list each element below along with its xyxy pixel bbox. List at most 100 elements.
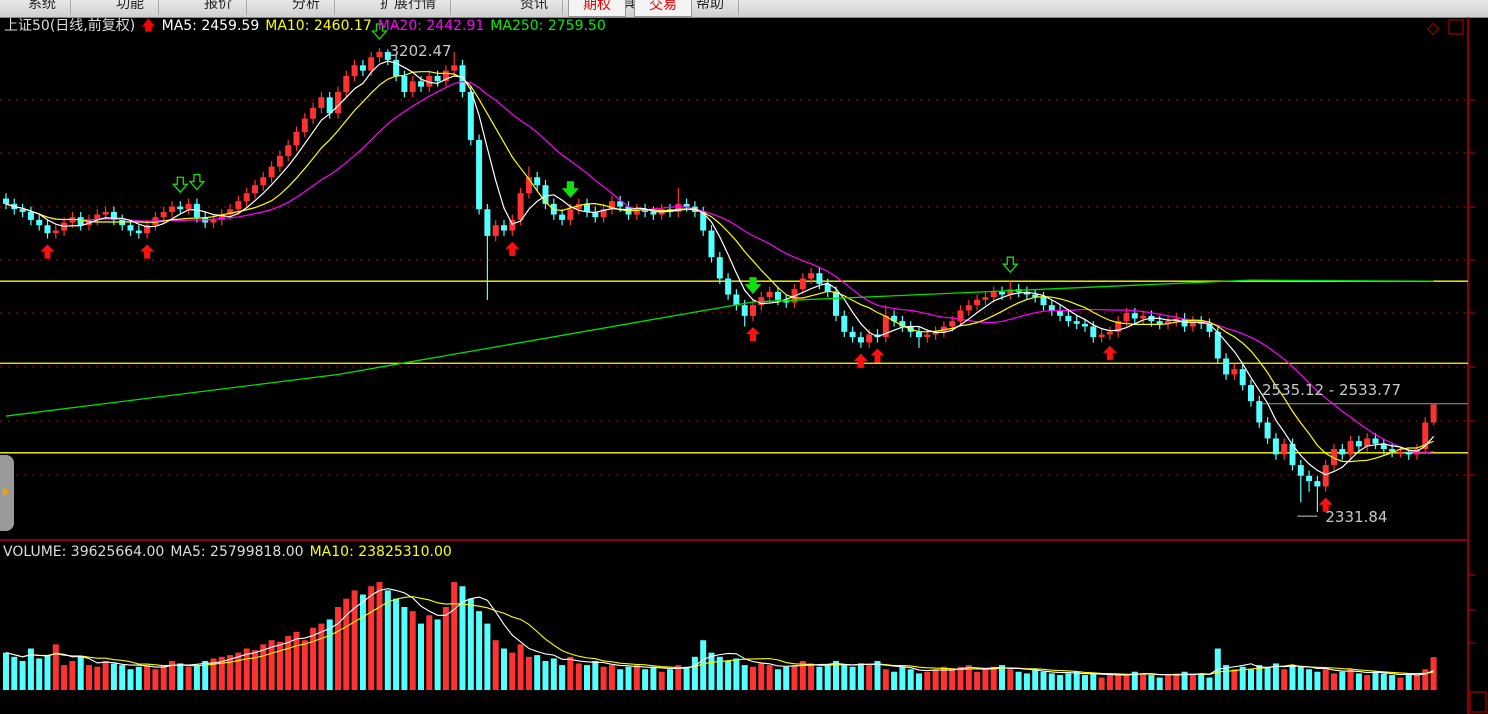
candle-body (301, 118, 308, 132)
candle-body (418, 81, 424, 87)
candle-body (276, 155, 283, 167)
volume-bar (152, 669, 159, 690)
volume-bar (260, 644, 267, 690)
candle-body (3, 198, 9, 204)
candle-body (1322, 465, 1329, 487)
candle-body (816, 273, 823, 284)
buy-arrow-icon (1318, 497, 1333, 512)
candle-body (650, 211, 657, 215)
ma250-legend: MA250: 2759.50 (490, 18, 606, 34)
candle-body (102, 211, 109, 215)
candle-body (725, 278, 732, 295)
volume-bar (1123, 675, 1130, 690)
candle-body (783, 299, 790, 303)
volume-bar (700, 640, 707, 690)
volume-bar (824, 665, 831, 690)
volume-bar (816, 666, 823, 690)
volume-bar (1032, 669, 1039, 690)
volume-bar (426, 615, 433, 690)
volume-bar (1322, 669, 1329, 690)
candle-body (882, 315, 889, 338)
candle-body (36, 219, 43, 226)
volume-bar (110, 663, 117, 690)
menu-0[interactable]: 系统 (14, 0, 71, 15)
volume-bar (857, 663, 864, 690)
candle-body (1289, 443, 1296, 466)
buy-arrow-icon (140, 244, 155, 259)
menu-1[interactable]: 功能 (102, 0, 159, 15)
volume-bar (185, 666, 192, 690)
toolbar-button-0[interactable]: 期权 (568, 0, 626, 17)
low-label: 2331.84 (1325, 508, 1387, 526)
candle-body (1189, 321, 1196, 327)
menu-2[interactable]: 报价 (190, 0, 247, 15)
candle-body (434, 75, 441, 82)
expand-panel-tab[interactable] (0, 455, 14, 531)
candle-body (1214, 331, 1221, 359)
volume-bar (1355, 673, 1362, 690)
candle-body (351, 65, 358, 76)
volume-bar (1115, 673, 1122, 690)
candle-body (227, 209, 234, 215)
menu-7[interactable]: 帮助 (682, 0, 739, 15)
volume-bar (974, 671, 981, 690)
volume-bar (1347, 669, 1354, 690)
volume-bar (326, 619, 333, 690)
candle-body (409, 81, 416, 92)
candle-body (916, 331, 922, 338)
volume-bar (1422, 669, 1429, 690)
volume-bar (916, 673, 922, 690)
candle-body (899, 321, 906, 327)
sell-arrow-icon (561, 181, 579, 198)
volume-bar (525, 656, 532, 690)
candle-body (1040, 297, 1047, 306)
menu-5[interactable]: 资讯 (506, 0, 563, 15)
volume-bar (1106, 675, 1113, 690)
volume-bar (534, 655, 541, 690)
volume-bar (766, 665, 773, 690)
ma10-legend: MA10: 2460.17 (265, 18, 372, 34)
volume-bar (27, 648, 34, 690)
volume-bar (841, 665, 848, 690)
candle-body (426, 75, 433, 87)
ma5-legend: MA5: 2459.59 (161, 18, 260, 34)
volume-bar (874, 660, 881, 690)
price-legend: 上证50(日线,前复权) 🡅 MA5: 2459.59 MA10: 2460.17 MA… (4, 17, 612, 36)
volume-bar (343, 598, 350, 690)
candle-body (1339, 449, 1346, 455)
candle-body (210, 219, 217, 223)
candle-body (683, 203, 690, 207)
volume-bar (1339, 671, 1346, 690)
volume-bar (592, 660, 599, 690)
volume-bar (849, 666, 856, 690)
candle-body (525, 177, 532, 194)
toolbar-button-1[interactable]: 交易 (634, 0, 692, 17)
candle-body (293, 131, 300, 146)
candle-body (982, 297, 989, 300)
candle-body (1364, 438, 1371, 447)
volume-bar (509, 652, 516, 690)
candle-body (990, 291, 997, 298)
candle-body (675, 203, 682, 212)
menu-3[interactable]: 分析 (278, 0, 335, 15)
buy-arrow-icon (870, 348, 885, 363)
candle-body (833, 291, 839, 316)
volume-bar (1181, 671, 1188, 690)
volume-bar (1140, 673, 1147, 690)
buy-arrow-icon (505, 241, 520, 256)
candle-body (27, 211, 34, 220)
candle-body (218, 214, 225, 220)
volume-bar (3, 652, 9, 690)
candle-body (52, 230, 59, 234)
volume-bar (11, 656, 18, 690)
volume-bar (1048, 673, 1055, 690)
menu-4[interactable]: 扩展行情 (366, 0, 451, 15)
candle-body (1165, 321, 1171, 324)
candle-body (1272, 438, 1279, 455)
volume-bar (94, 666, 101, 690)
candle-body (1206, 323, 1213, 332)
ma20-legend: MA20: 2442.91 (377, 18, 485, 34)
candle-body (700, 211, 707, 231)
volume-bar (434, 619, 441, 690)
